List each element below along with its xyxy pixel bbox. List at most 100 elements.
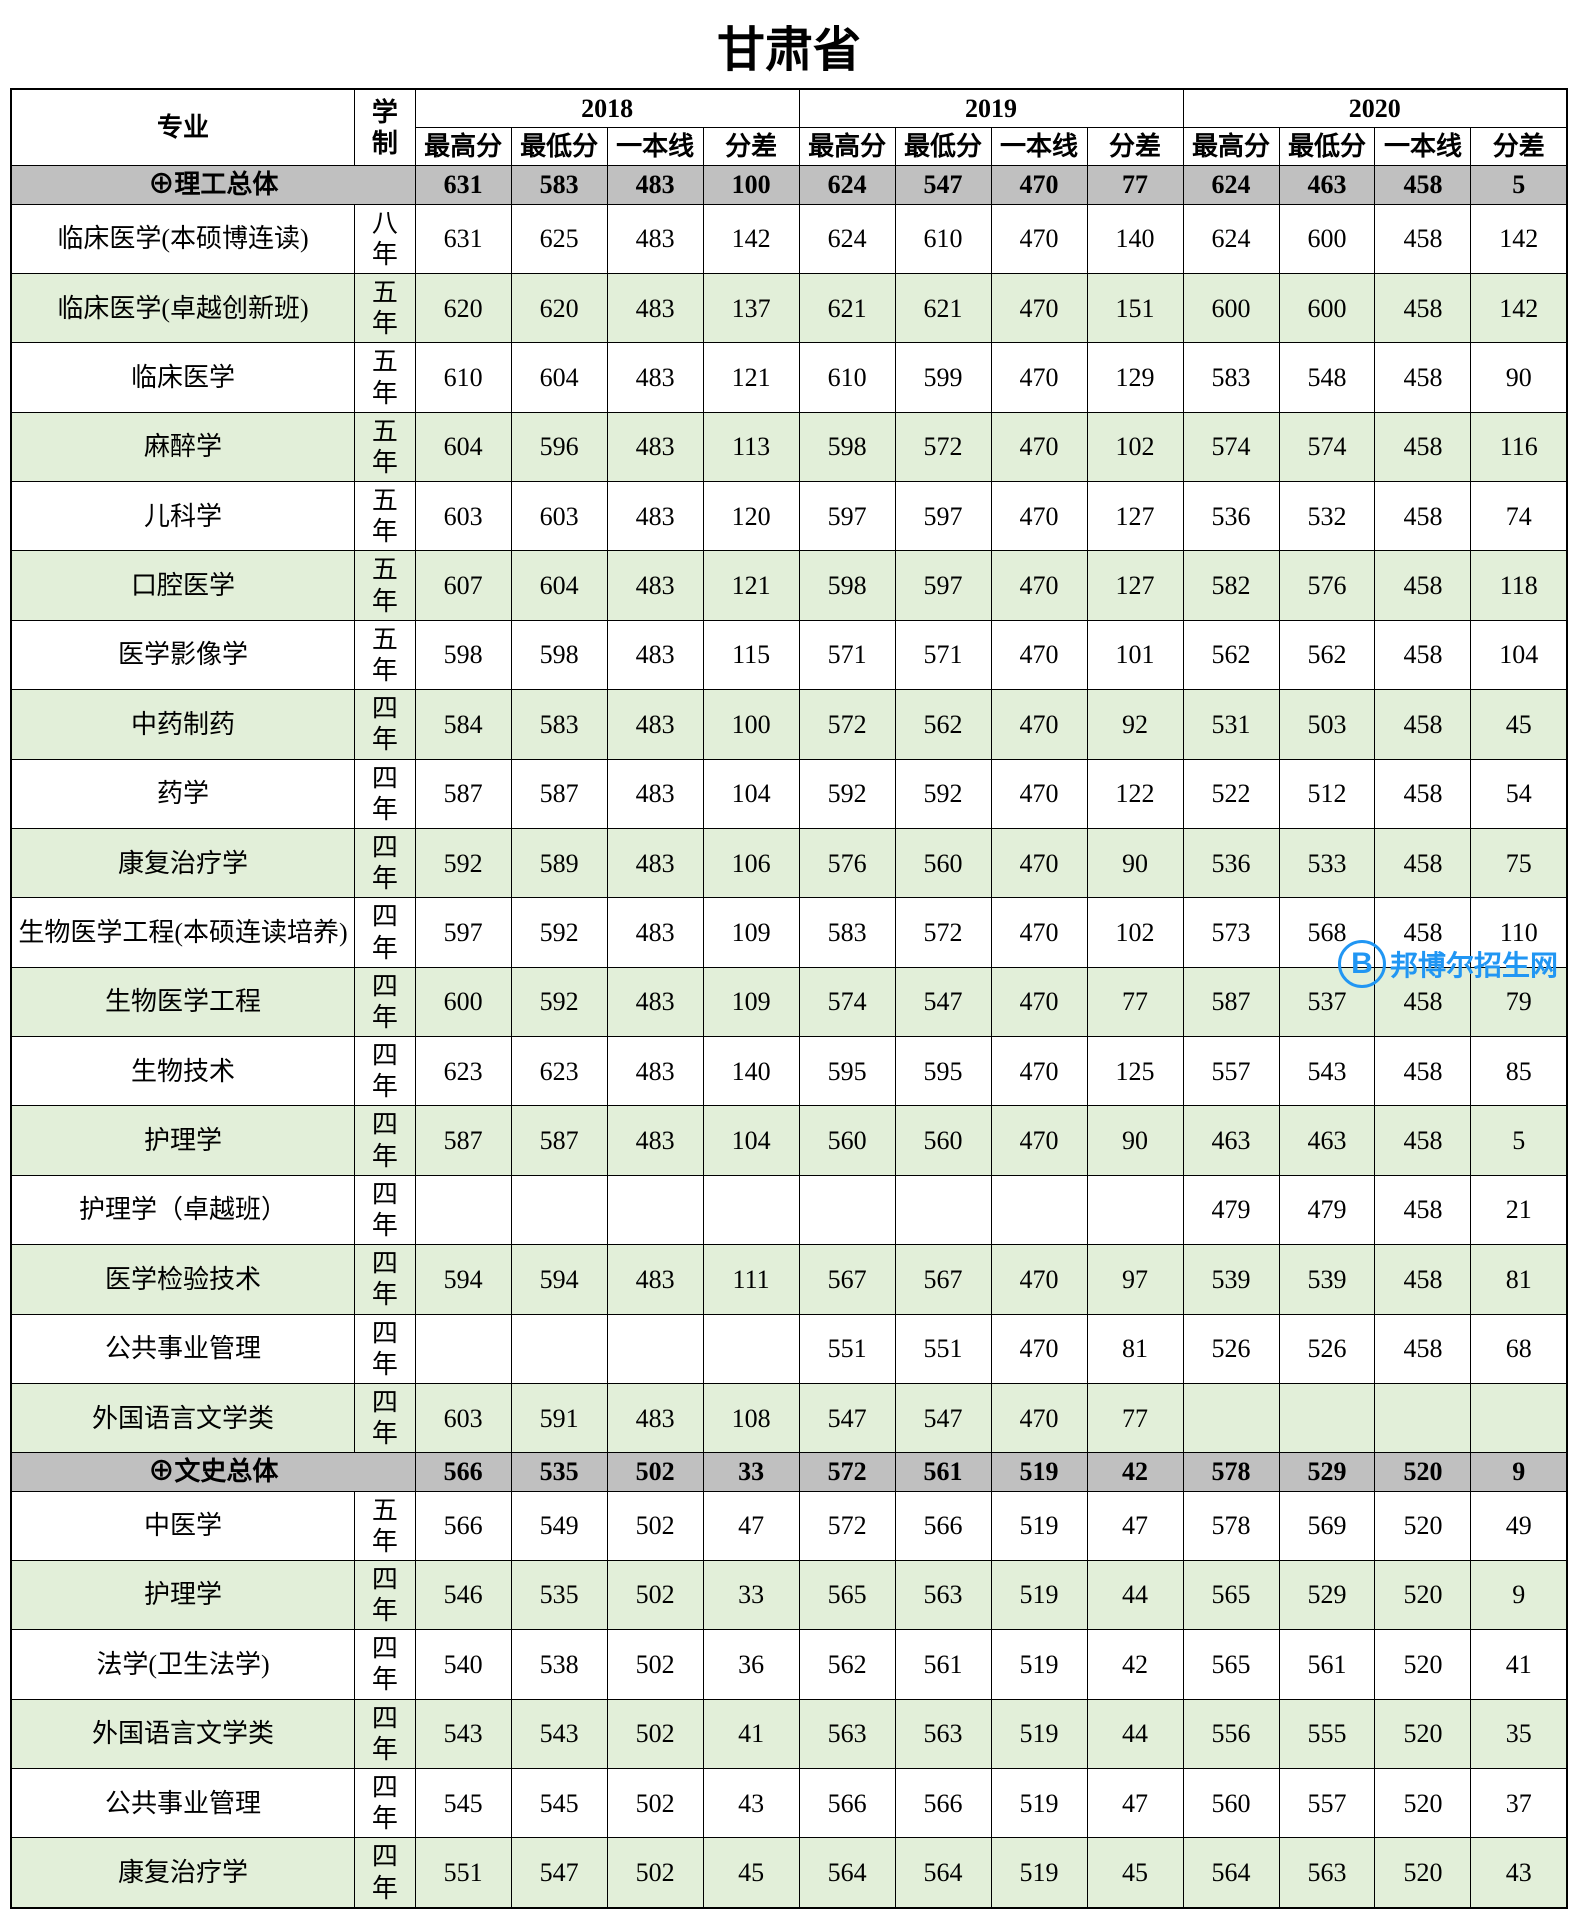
- major-cell: 临床医学: [11, 343, 355, 412]
- data-cell: 470: [991, 273, 1087, 342]
- summary-cell: 547: [895, 166, 991, 204]
- duration-cell: 四年: [355, 1175, 416, 1244]
- data-cell: 603: [415, 482, 511, 551]
- major-cell: 生物医学工程: [11, 967, 355, 1036]
- data-cell: 77: [1087, 1383, 1183, 1452]
- summary-cell: 502: [607, 1453, 703, 1491]
- data-cell: 576: [1279, 551, 1375, 620]
- data-cell: 470: [991, 1106, 1087, 1175]
- data-cell: 545: [415, 1769, 511, 1838]
- data-cell: 560: [895, 828, 991, 897]
- summary-cell: 9: [1471, 1453, 1567, 1491]
- data-cell: 81: [1087, 1314, 1183, 1383]
- data-cell: 567: [895, 1245, 991, 1314]
- header-subcol: 最高分: [415, 128, 511, 166]
- data-cell: 483: [607, 759, 703, 828]
- data-cell: 129: [1087, 343, 1183, 412]
- watermark: B 邦博尔招生网: [1338, 940, 1558, 988]
- header-subcol: 最低分: [1279, 128, 1375, 166]
- data-cell: 458: [1375, 482, 1471, 551]
- data-cell: 620: [511, 273, 607, 342]
- data-cell: 458: [1375, 1175, 1471, 1244]
- data-cell: [1087, 1175, 1183, 1244]
- header-year-2020: 2020: [1183, 89, 1567, 128]
- data-cell: 33: [703, 1560, 799, 1629]
- duration-cell: 五年: [355, 1491, 416, 1560]
- table-row: 公共事业管理四年5515514708152652645868: [11, 1314, 1567, 1383]
- table-row: 外国语言文学类四年60359148310854754747077: [11, 1383, 1567, 1452]
- data-cell: 470: [991, 620, 1087, 689]
- data-cell: 121: [703, 551, 799, 620]
- data-cell: 600: [1183, 273, 1279, 342]
- duration-cell: 五年: [355, 412, 416, 481]
- data-cell: 547: [895, 1383, 991, 1452]
- data-cell: 111: [703, 1245, 799, 1314]
- data-cell: [991, 1175, 1087, 1244]
- data-cell: 479: [1279, 1175, 1375, 1244]
- data-cell: 458: [1375, 412, 1471, 481]
- data-cell: 592: [415, 828, 511, 897]
- data-cell: 543: [1279, 1037, 1375, 1106]
- data-cell: 470: [991, 828, 1087, 897]
- major-cell: 口腔医学: [11, 551, 355, 620]
- duration-cell: 四年: [355, 690, 416, 759]
- major-cell: 外国语言文学类: [11, 1383, 355, 1452]
- duration-cell: 四年: [355, 967, 416, 1036]
- data-cell: 600: [1279, 204, 1375, 273]
- data-cell: 582: [1183, 551, 1279, 620]
- duration-cell: 四年: [355, 1838, 416, 1908]
- summary-cell: 561: [895, 1453, 991, 1491]
- data-cell: 566: [895, 1769, 991, 1838]
- data-cell: 519: [991, 1560, 1087, 1629]
- data-cell: 479: [1183, 1175, 1279, 1244]
- table-row: 康复治疗学四年592589483106576560470905365334587…: [11, 828, 1567, 897]
- data-cell: 599: [895, 343, 991, 412]
- table-row: 护理学四年54653550233565563519445655295209: [11, 1560, 1567, 1629]
- data-cell: 620: [415, 273, 511, 342]
- summary-cell: 463: [1279, 166, 1375, 204]
- data-cell: 624: [1183, 204, 1279, 273]
- summary-row: ⊕文史总体56653550233572561519425785295209: [11, 1453, 1567, 1491]
- major-cell: 护理学: [11, 1560, 355, 1629]
- major-cell: 护理学: [11, 1106, 355, 1175]
- data-cell: 463: [1279, 1106, 1375, 1175]
- data-cell: [1471, 1383, 1567, 1452]
- data-cell: 539: [1279, 1245, 1375, 1314]
- summary-label: ⊕理工总体: [11, 166, 415, 204]
- duration-cell: 四年: [355, 1560, 416, 1629]
- data-cell: 502: [607, 1838, 703, 1908]
- data-cell: 142: [703, 204, 799, 273]
- data-cell: [607, 1314, 703, 1383]
- major-cell: 医学影像学: [11, 620, 355, 689]
- data-cell: 536: [1183, 482, 1279, 551]
- data-cell: 604: [511, 551, 607, 620]
- data-cell: [703, 1175, 799, 1244]
- data-cell: 603: [511, 482, 607, 551]
- data-cell: 564: [799, 1838, 895, 1908]
- data-cell: 565: [799, 1560, 895, 1629]
- data-cell: 115: [703, 620, 799, 689]
- data-cell: 519: [991, 1769, 1087, 1838]
- data-cell: 567: [799, 1245, 895, 1314]
- data-cell: 594: [511, 1245, 607, 1314]
- data-cell: 519: [991, 1491, 1087, 1560]
- data-cell: 458: [1375, 690, 1471, 759]
- data-cell: 561: [895, 1630, 991, 1699]
- data-cell: 37: [1471, 1769, 1567, 1838]
- data-cell: [511, 1175, 607, 1244]
- summary-cell: 519: [991, 1453, 1087, 1491]
- data-cell: 596: [511, 412, 607, 481]
- data-cell: 529: [1279, 1560, 1375, 1629]
- data-cell: [415, 1314, 511, 1383]
- summary-cell: 470: [991, 166, 1087, 204]
- data-cell: 483: [607, 273, 703, 342]
- data-cell: 458: [1375, 620, 1471, 689]
- data-cell: 584: [415, 690, 511, 759]
- data-cell: 621: [895, 273, 991, 342]
- data-cell: 54: [1471, 759, 1567, 828]
- data-cell: 604: [511, 343, 607, 412]
- data-cell: 571: [895, 620, 991, 689]
- data-cell: 597: [895, 551, 991, 620]
- header-duration: 学制: [355, 89, 416, 166]
- duration-cell: 四年: [355, 1106, 416, 1175]
